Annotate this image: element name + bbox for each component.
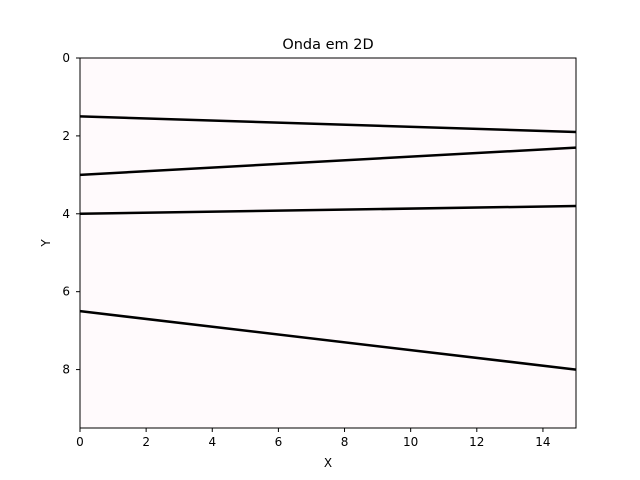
y-tick-label: 6 xyxy=(62,285,70,299)
plot-area xyxy=(80,58,576,428)
y-axis-label: Y xyxy=(39,239,53,248)
y-tick-label: 0 xyxy=(62,51,70,65)
wave-line-2 xyxy=(79,146,577,177)
x-tick-label: 8 xyxy=(341,435,349,449)
wave-line-3 xyxy=(79,204,577,216)
y-tick-label: 4 xyxy=(62,207,70,221)
x-tick-label: 12 xyxy=(469,435,484,449)
plot-frame xyxy=(79,57,577,429)
x-axis-label: X xyxy=(324,456,332,470)
y-axis-ticks: 0 2 4 6 8 xyxy=(62,51,80,377)
x-tick-label: 2 xyxy=(142,435,150,449)
x-tick-label: 0 xyxy=(76,435,84,449)
x-axis-ticks: 0 2 4 6 8 10 12 14 xyxy=(76,428,551,449)
chart-title: Onda em 2D xyxy=(282,37,373,53)
y-tick-label: 8 xyxy=(62,363,70,377)
x-tick-label: 6 xyxy=(275,435,283,449)
wave-line-1 xyxy=(79,115,577,134)
series-layer xyxy=(79,115,577,371)
x-tick-label: 4 xyxy=(208,435,216,449)
x-tick-label: 10 xyxy=(403,435,418,449)
x-tick-label: 14 xyxy=(535,435,550,449)
wave-line-4 xyxy=(79,309,577,371)
y-tick-label: 2 xyxy=(62,129,70,143)
